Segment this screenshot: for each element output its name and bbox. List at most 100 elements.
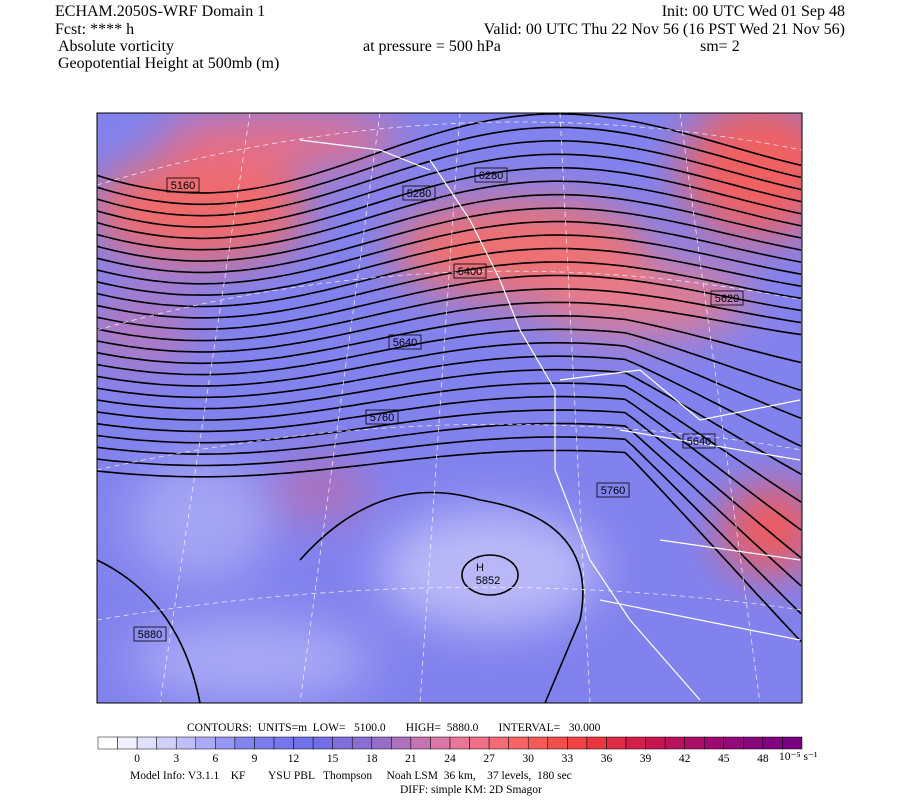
label-box [682,433,716,449]
height-contours [97,113,802,703]
contour-line [97,409,802,559]
colorbar-swatch [254,736,275,750]
colorbar-label: 24 [444,753,456,765]
label-box [596,482,630,498]
colorbar-swatch [782,736,803,750]
colorbar-label: 33 [562,753,574,765]
colorbar-swatch [195,736,216,750]
contour-label: 5852 [476,575,500,587]
contour-line [97,207,802,274]
coastlines [299,139,801,701]
contour-line [97,368,802,475]
colorbar-swatch [175,736,197,750]
colorbar-swatch [136,736,157,750]
colorbar-label: 30 [522,753,534,765]
colorbar-swatch [312,736,333,750]
colorbar-label: 21 [405,753,417,765]
colorbar-swatch [723,736,744,750]
colorbar-label: 0 [134,753,140,765]
label-box [133,626,167,642]
colorbar-swatch [664,736,685,750]
colorbar-swatch [527,736,549,750]
contour-line [461,554,519,596]
label-box [474,167,508,183]
contour-line [97,126,802,206]
label-box [388,334,422,350]
contour-line [97,449,802,643]
colorbar-label: 36 [601,753,613,765]
colorbar: 0 3 6 9 12 15 18 21 24 27 30 33 36 39 42 45 48 [97,736,803,765]
colorbar-label: 9 [252,753,258,765]
contour-label: 6280 [479,170,503,182]
colorbar-swatch [97,736,118,750]
model-info: Model Info: V3.1.1 KF YSU PBL Thompson N… [130,770,572,782]
contour-line [97,140,802,217]
label-box [365,409,399,425]
colorbar-swatch [703,736,725,750]
colorbar-swatch [234,736,255,750]
colorbar-swatch [743,736,764,750]
colorbar-label: 12 [288,753,300,765]
label-box [710,290,744,306]
colorbar-label: 15 [327,753,339,765]
colorbar-swatch [762,736,783,750]
colorbar-swatch [332,736,353,750]
colorbar-swatch [273,736,294,750]
contour-line [97,113,802,194]
colorbar-swatch [293,736,314,750]
forecast-hour: Fcst: **** h [55,21,134,38]
contour-line [97,342,802,420]
colorbar-unit: 10⁻⁵ s⁻¹ [779,751,818,763]
map-frame [96,112,803,704]
contour-label: 5640 [687,436,711,448]
colorbar-label: 42 [679,753,691,765]
contour-label: 5880 [138,629,162,641]
colorbar-label: 3 [173,753,179,765]
colorbar-swatch [469,736,490,750]
contour-line [97,314,802,365]
contour-line [97,261,802,319]
contour-line [97,328,802,392]
diff-info: DIFF: simple KM: 2D Smagor [400,784,542,796]
contour-line [97,301,802,353]
contour-line [97,234,802,296]
colorbar-swatch [215,736,236,750]
contour-line [97,395,802,531]
field-name: Absolute vorticity [58,38,174,55]
contour-label: 5760 [601,485,625,497]
label-box [453,263,487,279]
contour-line [299,491,584,703]
contour-label: 5640 [393,337,417,349]
colorbar-swatch [488,736,509,750]
contour-info: CONTOURS: UNITS=m LOW= 5100.0 HIGH= 5880… [187,722,601,734]
colorbar-swatch [449,736,470,750]
colorbar-swatch [508,736,529,750]
colorbar-swatch [156,736,177,750]
colorbar-swatch [684,736,705,750]
colorbar-swatch [547,736,568,750]
contour-line [97,355,802,447]
colorbar-label: 39 [640,753,652,765]
contour-label: 5280 [407,188,431,200]
label-box [402,185,436,201]
contour-line [97,180,802,251]
contour-line [97,422,802,587]
colorbar-swatch [606,736,627,750]
contour-label: 5760 [370,412,394,424]
contour-label: H [476,562,484,574]
colorbar-swatch [625,736,646,750]
smoothing: sm= 2 [700,38,740,55]
colorbar-swatch [586,736,607,750]
colorbar-swatch [645,736,666,750]
colorbar-label: 48 [757,753,769,765]
init-time: Init: 00 UTC Wed 01 Sep 48 [662,3,845,20]
contour-line [97,247,802,308]
contour-line [97,274,802,331]
colorbar-label: 27 [483,753,495,765]
contour-line [97,436,802,615]
colorbar-swatch [351,736,373,750]
contour-label: 5400 [458,266,482,278]
contour-label: 5160 [171,180,195,192]
contour-line [97,220,802,285]
